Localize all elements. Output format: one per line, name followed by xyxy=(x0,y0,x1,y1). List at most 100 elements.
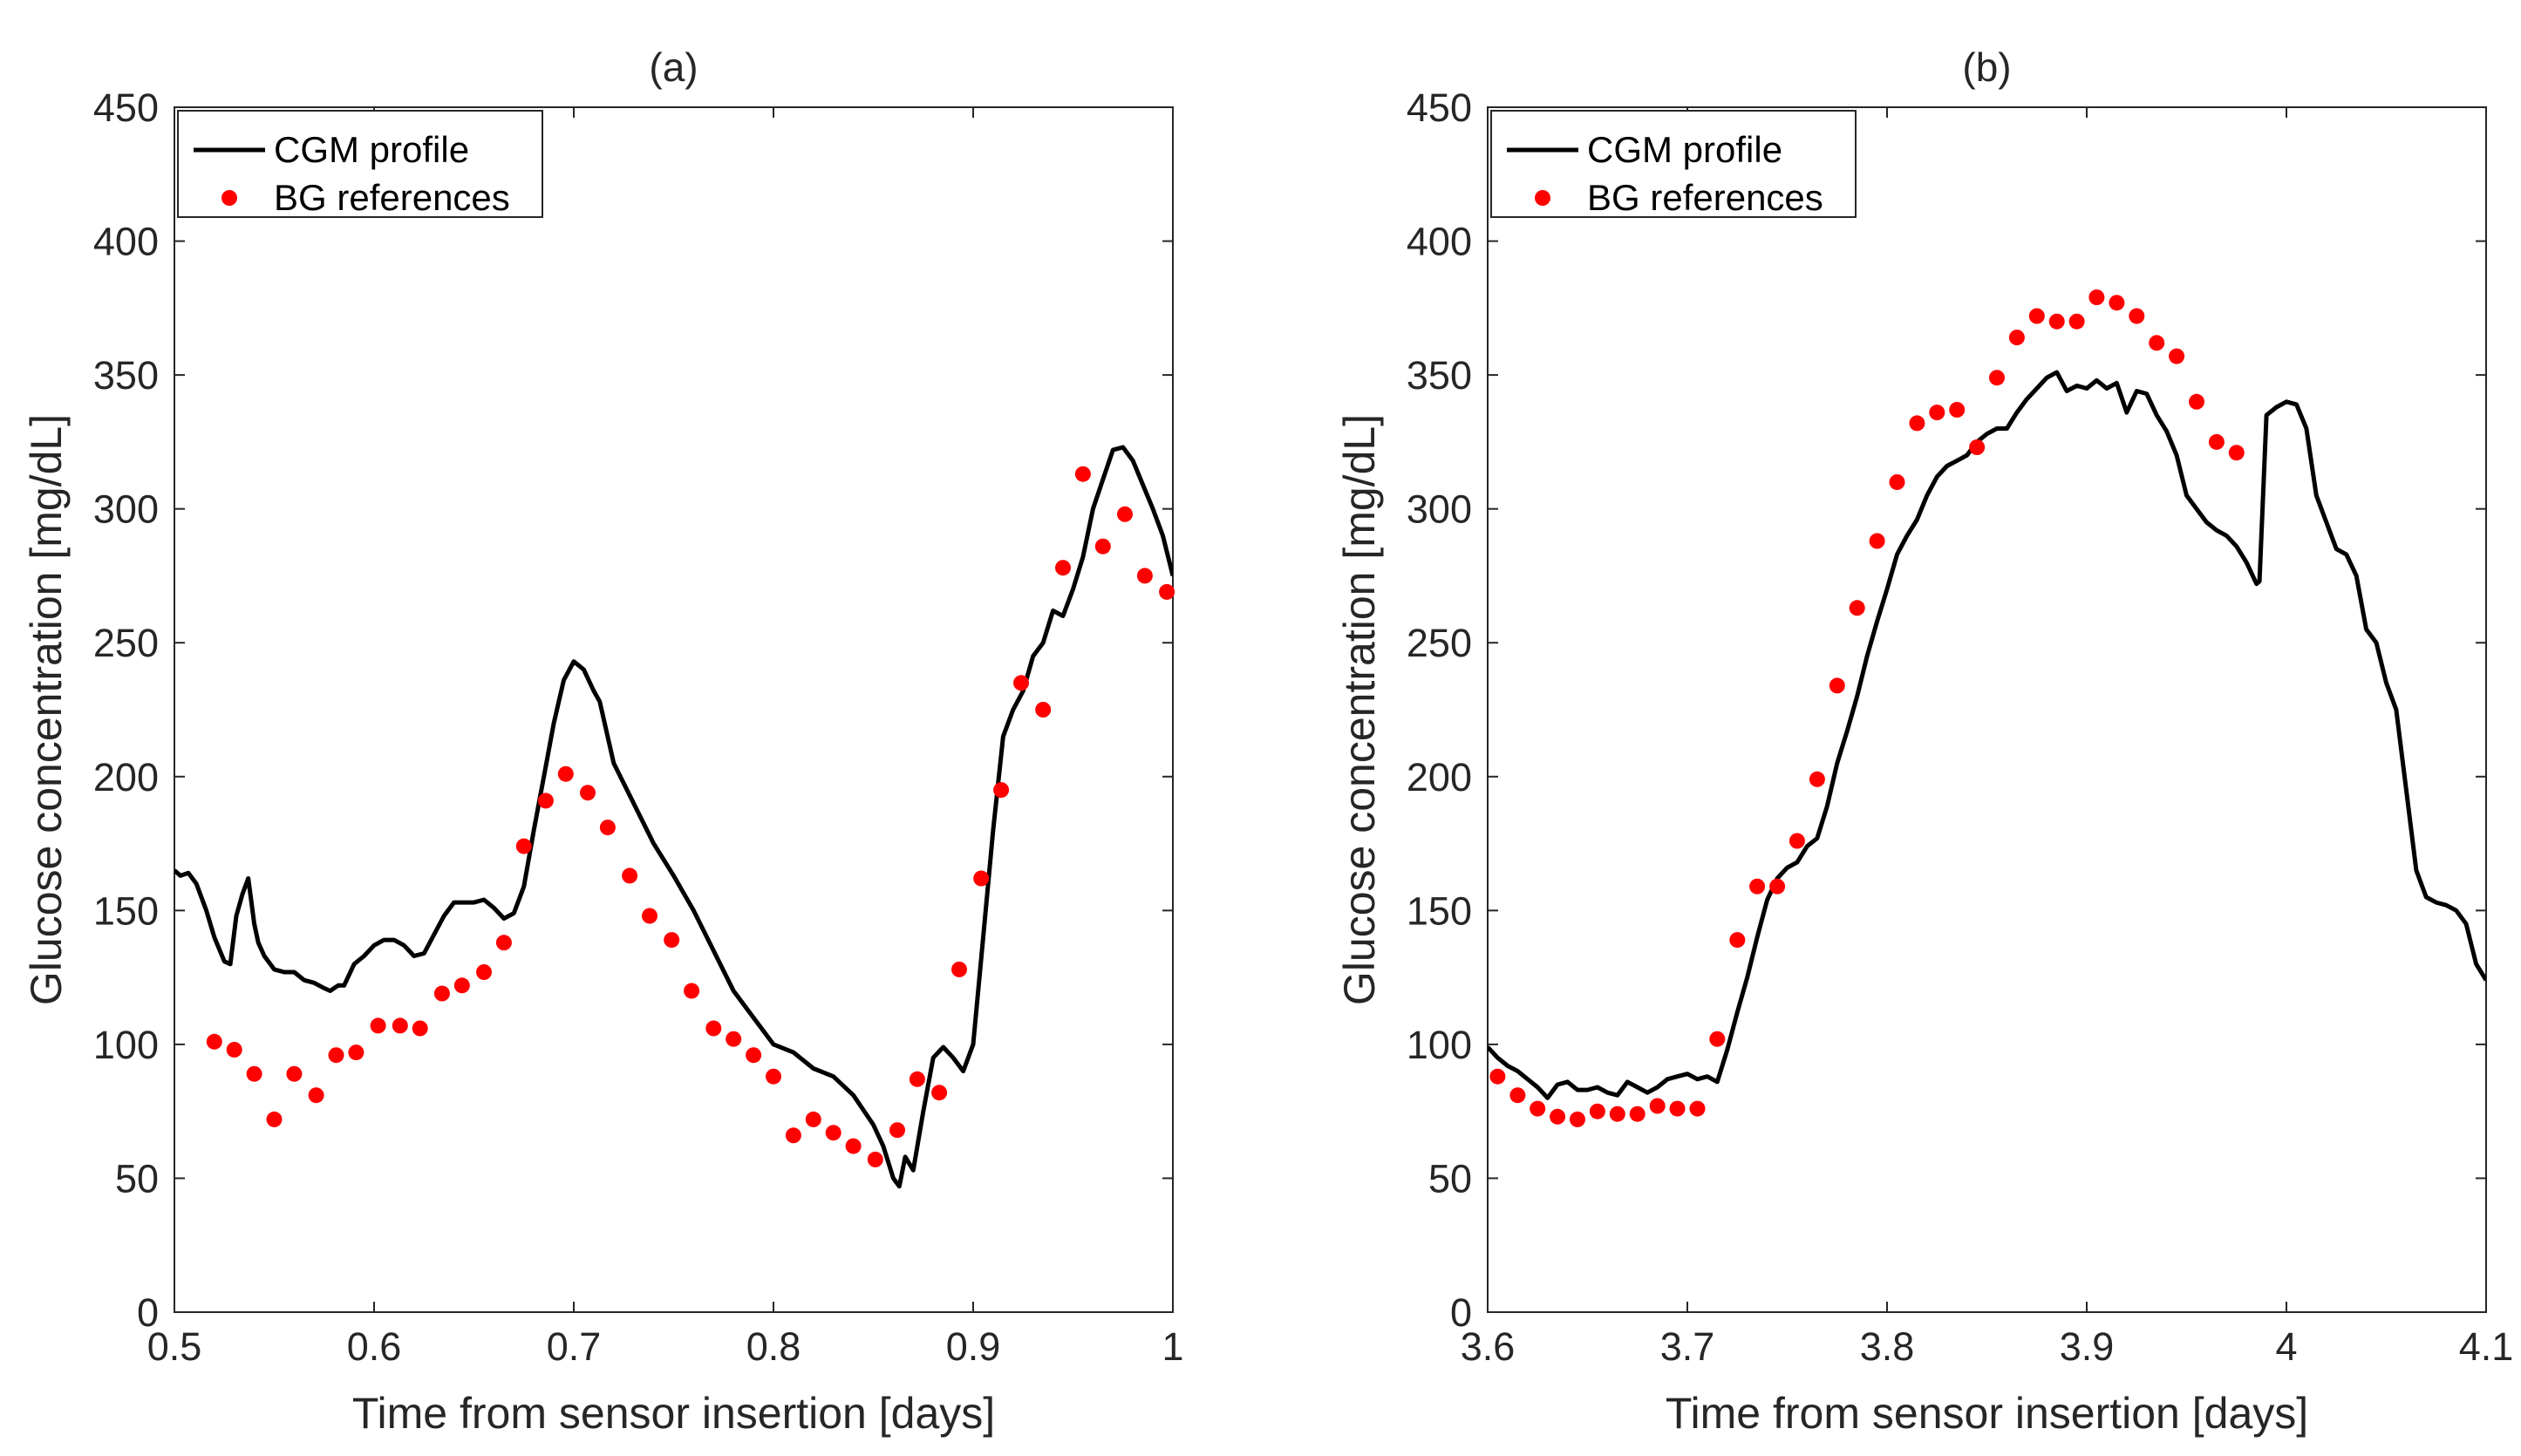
bg-reference-point xyxy=(1094,538,1111,555)
bg-reference-point xyxy=(931,1085,948,1101)
y-tick-label: 50 xyxy=(115,1156,159,1201)
bg-reference-point xyxy=(495,935,512,951)
bg-reference-point xyxy=(2208,433,2225,450)
bg-reference-point xyxy=(1530,1100,1546,1117)
bg-reference-point xyxy=(1055,560,1071,576)
axes-box-a xyxy=(174,106,1174,1313)
x-tick-label: 0.7 xyxy=(547,1324,602,1369)
bg-reference-point xyxy=(433,985,450,1002)
panel-title-b: (b) xyxy=(1962,44,2011,90)
bg-reference-point xyxy=(1829,677,1845,694)
bg-reference-point xyxy=(599,820,616,836)
y-tick-label: 300 xyxy=(93,487,159,532)
y-tick-label: 100 xyxy=(93,1023,159,1067)
legend-label-cgm-a: CGM profile xyxy=(274,129,469,170)
bg-reference-point xyxy=(1749,878,1766,895)
x-tick-label: 4 xyxy=(2275,1324,2297,1369)
bg-reference-point xyxy=(1709,1031,1726,1047)
y-tick-label: 250 xyxy=(1407,621,1472,665)
x-tick-label: 3.8 xyxy=(1860,1324,1915,1369)
bg-reference-point xyxy=(1136,568,1153,584)
legend-b: CGM profile BG references xyxy=(1490,110,1857,218)
bg-reference-point xyxy=(889,1122,905,1139)
y-tick-label: 0 xyxy=(137,1290,159,1335)
bg-reference-point xyxy=(909,1071,925,1087)
bg-reference-point xyxy=(476,964,492,980)
bg-reference-point xyxy=(370,1017,386,1034)
x-tick-label: 0.6 xyxy=(347,1324,402,1369)
bg-reference-point xyxy=(2189,393,2204,410)
bg-reference-point xyxy=(805,1111,821,1127)
cgm-profile-line xyxy=(174,445,1173,1189)
legend-a: CGM profile BG references xyxy=(177,110,543,218)
bg-reference-point xyxy=(2068,313,2085,330)
bg-reference-point xyxy=(1074,466,1091,482)
bg-reference-point xyxy=(726,1031,742,1047)
bg-reference-point xyxy=(785,1127,801,1144)
bg-reference-point xyxy=(328,1047,344,1064)
bg-reference-point xyxy=(951,961,967,977)
bg-reference-point xyxy=(412,1020,428,1037)
x-axis-label-a: Time from sensor insertion [days] xyxy=(352,1389,995,1438)
bg-reference-point xyxy=(226,1042,242,1058)
y-tick-label: 50 xyxy=(1428,1156,1472,1201)
bg-reference-point xyxy=(2129,308,2145,324)
bg-reference-point xyxy=(973,870,990,887)
bg-reference-point xyxy=(746,1047,762,1064)
panel-title-a: (a) xyxy=(649,44,698,90)
bg-reference-point xyxy=(1849,600,1865,616)
bg-reference-point xyxy=(993,782,1010,799)
legend-box-a xyxy=(177,110,543,218)
legend-dot-swatch-b xyxy=(1535,190,1550,206)
y-tick-label: 400 xyxy=(93,220,159,264)
bg-reference-point xyxy=(1769,878,1786,895)
bg-reference-point xyxy=(2109,295,2125,311)
bg-reference-point xyxy=(1013,675,1029,691)
y-tick-label: 300 xyxy=(1407,487,1472,532)
bg-reference-point xyxy=(1629,1106,1645,1122)
bg-reference-point xyxy=(1035,702,1052,718)
bg-reference-point xyxy=(392,1017,408,1034)
y-tick-label: 100 xyxy=(1407,1023,1472,1067)
x-tick-label: 0.9 xyxy=(946,1324,1001,1369)
y-tick-label: 350 xyxy=(1407,353,1472,398)
bg-reference-point xyxy=(246,1065,262,1082)
bg-reference-point xyxy=(1589,1103,1605,1119)
bg-reference-point xyxy=(557,765,574,782)
bg-reference-point xyxy=(1609,1106,1625,1122)
y-tick-label: 250 xyxy=(93,621,159,665)
bg-reference-point xyxy=(664,932,680,949)
bg-reference-point xyxy=(1949,402,1966,418)
bg-reference-point xyxy=(642,908,658,924)
x-axis-label-b: Time from sensor insertion [days] xyxy=(1666,1389,2308,1438)
legend-box-b xyxy=(1490,110,1857,218)
bg-reference-point xyxy=(2028,308,2045,324)
y-tick-label: 150 xyxy=(93,888,159,933)
bg-reference-point xyxy=(684,983,700,999)
y-axis-label-a: Glucose concentration [mg/dL] xyxy=(22,414,71,1005)
legend-label-bg-b: BG references xyxy=(1587,177,1823,218)
bg-reference-point xyxy=(1117,506,1133,522)
y-tick-label: 350 xyxy=(93,353,159,398)
y-tick-label: 200 xyxy=(93,755,159,799)
plot-area-b xyxy=(1487,106,2487,1313)
x-tick-label: 3.6 xyxy=(1461,1324,1516,1369)
bg-reference-point xyxy=(537,793,554,809)
bg-reference-point xyxy=(1689,1100,1706,1117)
ticks-a: 0.5 0.6 0.7 0.8 0.9 1 0 50 100 150 200 250 300 350 400… xyxy=(93,85,1184,1369)
bg-reference-point xyxy=(825,1125,841,1141)
bg-reference-point xyxy=(1159,583,1175,600)
bg-reference-point xyxy=(1489,1068,1506,1085)
bg-reference-point xyxy=(266,1111,283,1127)
bg-reference-point xyxy=(515,838,532,854)
bg-reference-point xyxy=(2048,313,2065,330)
axes-box-b xyxy=(1487,106,2487,1313)
x-tick-label: 0.5 xyxy=(147,1324,202,1369)
bg-reference-point xyxy=(766,1068,781,1085)
data-layer-a xyxy=(174,445,1175,1189)
bg-reference-point xyxy=(2169,348,2185,364)
ticks-b: 3.6 3.7 3.8 3.9 4 4.1 0 50 100 150 200 250 300 350 400… xyxy=(1407,85,2513,1369)
y-tick-label: 450 xyxy=(93,85,159,130)
bg-reference-point xyxy=(308,1087,324,1104)
